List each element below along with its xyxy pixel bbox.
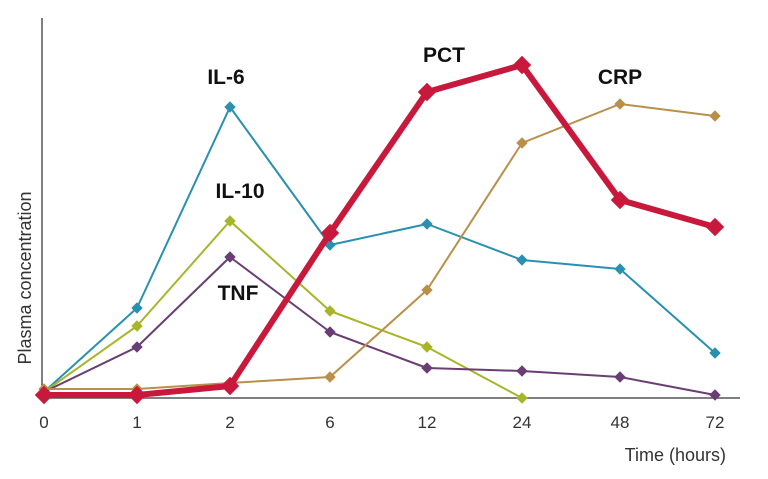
data-point-crp (516, 137, 528, 149)
series-line-tnf (43, 256, 716, 396)
data-point-pct (705, 217, 725, 237)
x-axis-title: Time (hours) (625, 445, 726, 465)
data-point-pct (127, 385, 147, 405)
series-label-pct: PCT (423, 44, 465, 67)
series-label-il-6: IL-6 (207, 66, 244, 89)
series-pct (34, 55, 725, 405)
data-point-tnf (516, 365, 528, 377)
data-point-il-6 (614, 263, 626, 275)
data-point-tnf (131, 341, 143, 353)
x-tick-label: 6 (325, 413, 334, 432)
series-line-il-10 (43, 220, 523, 399)
data-point-crp (324, 371, 336, 383)
series-label-crp: CRP (598, 66, 642, 89)
series-il-6 (38, 101, 721, 398)
series-label-il-10: IL-10 (215, 180, 264, 203)
x-tick-label: 1 (132, 413, 141, 432)
data-point-il-6 (516, 254, 528, 266)
data-point-il-6 (131, 302, 143, 314)
data-point-crp (421, 284, 433, 296)
data-point-il-10 (224, 215, 236, 227)
x-ticks: 0 1 2 6 12 24 48 72 (39, 413, 724, 432)
data-point-il-6 (709, 347, 721, 359)
x-tick-label: 72 (706, 413, 725, 432)
x-tick-label: 0 (39, 413, 48, 432)
data-point-il-10 (516, 392, 528, 404)
data-point-tnf (709, 389, 721, 401)
data-point-pct (610, 190, 630, 210)
data-point-il-6 (224, 101, 236, 113)
x-tick-label: 24 (513, 413, 532, 432)
series-layer (34, 55, 725, 405)
series-line-pct (41, 62, 718, 398)
axes (41, 18, 740, 399)
data-point-tnf (224, 251, 236, 263)
data-point-pct (220, 376, 240, 396)
series-il-10 (38, 215, 528, 404)
y-axis-title: Plasma concentration (15, 191, 35, 364)
data-point-il-6 (421, 218, 433, 230)
x-tick-label: 12 (418, 413, 437, 432)
data-point-pct (320, 223, 340, 243)
data-point-pct (512, 55, 532, 75)
data-point-pct (34, 385, 54, 405)
data-point-pct (417, 82, 437, 102)
series-labels: IL-6 IL-10 TNF CRP PCT (207, 44, 642, 305)
data-point-crp (614, 98, 626, 110)
data-point-tnf (421, 362, 433, 374)
series-line-il-6 (43, 106, 716, 393)
data-point-il-10 (131, 320, 143, 332)
series-line-crp (43, 103, 716, 390)
data-point-tnf (324, 326, 336, 338)
x-tick-label: 48 (611, 413, 630, 432)
data-point-crp (709, 110, 721, 122)
data-point-il-10 (324, 305, 336, 317)
data-point-il-10 (421, 341, 433, 353)
series-label-tnf: TNF (218, 282, 259, 305)
data-point-tnf (614, 371, 626, 383)
x-tick-label: 2 (225, 413, 234, 432)
